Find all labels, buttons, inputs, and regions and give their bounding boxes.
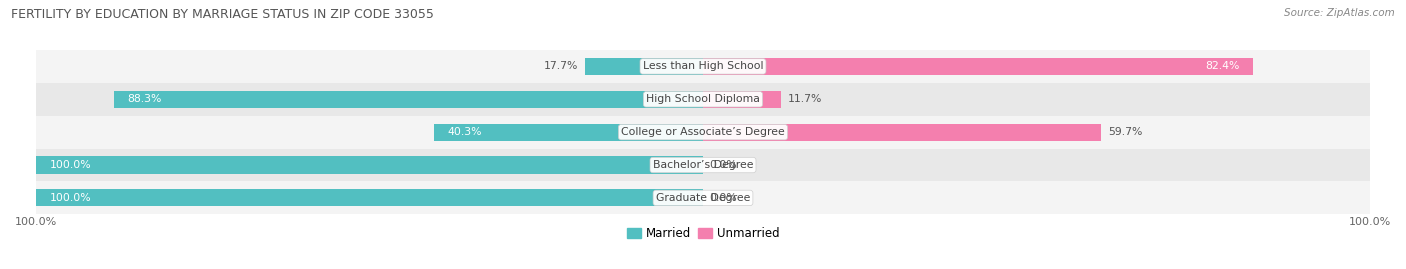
Text: 100.0%: 100.0% xyxy=(49,193,91,203)
Text: 82.4%: 82.4% xyxy=(1205,61,1239,71)
Text: Source: ZipAtlas.com: Source: ZipAtlas.com xyxy=(1284,8,1395,18)
Text: FERTILITY BY EDUCATION BY MARRIAGE STATUS IN ZIP CODE 33055: FERTILITY BY EDUCATION BY MARRIAGE STATU… xyxy=(11,8,434,21)
Text: College or Associate’s Degree: College or Associate’s Degree xyxy=(621,127,785,137)
Bar xyxy=(434,123,703,141)
Text: High School Diploma: High School Diploma xyxy=(647,94,759,104)
Text: 11.7%: 11.7% xyxy=(787,94,823,104)
Text: 0.0%: 0.0% xyxy=(710,160,737,170)
Text: Graduate Degree: Graduate Degree xyxy=(655,193,751,203)
Legend: Married, Unmarried: Married, Unmarried xyxy=(621,222,785,245)
Bar xyxy=(37,148,1369,182)
Text: Bachelor’s Degree: Bachelor’s Degree xyxy=(652,160,754,170)
Bar xyxy=(37,182,1369,214)
Bar xyxy=(703,91,780,108)
Bar xyxy=(585,58,703,75)
Bar xyxy=(37,50,1369,83)
Bar xyxy=(703,58,1253,75)
Bar xyxy=(37,189,703,206)
Text: 59.7%: 59.7% xyxy=(1108,127,1142,137)
Bar xyxy=(703,123,1101,141)
Bar xyxy=(114,91,703,108)
Bar xyxy=(37,116,1369,148)
Bar xyxy=(37,83,1369,116)
Text: 0.0%: 0.0% xyxy=(710,193,737,203)
Text: 88.3%: 88.3% xyxy=(128,94,162,104)
Text: 17.7%: 17.7% xyxy=(544,61,578,71)
Text: 100.0%: 100.0% xyxy=(49,160,91,170)
Bar xyxy=(37,157,703,174)
Text: 40.3%: 40.3% xyxy=(447,127,482,137)
Text: Less than High School: Less than High School xyxy=(643,61,763,71)
